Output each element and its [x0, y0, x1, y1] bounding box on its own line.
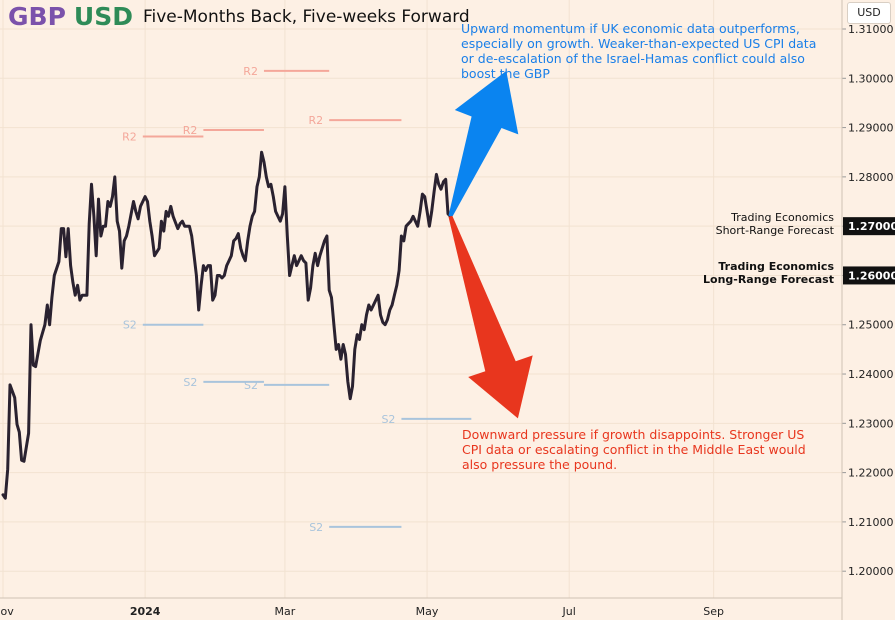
x-tick-label: Sep — [703, 605, 724, 618]
resistance-level-label: R2 — [122, 130, 137, 143]
price-line — [1, 150, 452, 500]
currency-button[interactable]: USD — [847, 2, 891, 24]
y-tick-label: 1.20000 — [848, 565, 894, 578]
long-range-forecast-badge — [843, 266, 895, 285]
long-range-forecast-line1: Trading Economics — [718, 260, 834, 273]
short-range-forecast-line1: Trading Economics — [731, 211, 834, 224]
price-series — [1, 150, 452, 500]
long-range-forecast-value: 1.26000 — [848, 269, 895, 282]
support-level-label: S2 — [183, 376, 197, 389]
forecast-arrow-up — [448, 70, 519, 218]
chart-grid — [0, 0, 842, 598]
y-tick-label: 1.24000 — [848, 368, 894, 381]
y-tick-label: 1.31000 — [848, 23, 894, 36]
chart-title: GBP USD Five-Months Back, Five-weeks Forwa… — [8, 2, 470, 31]
y-tick-label: 1.25000 — [848, 319, 894, 332]
y-axis: 1.20000 1.21000 1.22000 1.23000 1.24000 1.250… — [841, 0, 895, 620]
x-tick-label: Nov — [0, 605, 14, 618]
title-subtitle: Five-Months Back, Five-weeks Forward — [142, 7, 470, 27]
resistance-level-label: R2 — [183, 124, 198, 137]
short-range-forecast-label: Trading Economics Short-Range Forecast — [716, 211, 834, 237]
y-tick-label: 1.23000 — [848, 417, 894, 430]
title-base-currency: GBP — [8, 2, 66, 31]
short-range-forecast-badge — [843, 217, 895, 236]
support-level-label: S2 — [123, 319, 137, 332]
long-range-forecast-line2: Long-Range Forecast — [703, 273, 834, 286]
support-resistance-levels: R2 R2 R2 R2 S2 S2 S2 S2 S2 — [122, 65, 472, 534]
support-level-label: S2 — [381, 413, 395, 426]
short-range-forecast-value: 1.27000 — [848, 220, 895, 233]
short-range-forecast-line2: Short-Range Forecast — [715, 224, 834, 237]
long-range-forecast-label: Trading Economics Long-Range Forecast — [703, 260, 834, 286]
x-tick-label: 2024 — [130, 605, 161, 618]
y-tick-label: 1.30000 — [848, 72, 894, 85]
upside-annotation: Upward momentum if UK economic data outp… — [461, 21, 817, 81]
y-tick-label: 1.28000 — [848, 171, 894, 184]
forecast-arrow-down — [448, 215, 533, 419]
x-tick-label: May — [416, 605, 439, 618]
resistance-level-label: R2 — [243, 65, 258, 78]
y-tick-label: 1.29000 — [848, 122, 894, 135]
resistance-level-label: R2 — [309, 114, 324, 127]
support-level-label: S2 — [244, 379, 258, 392]
downside-annotation: Downward pressure if growth disappoints.… — [462, 427, 806, 472]
y-tick-label: 1.22000 — [848, 467, 894, 480]
support-level-label: S2 — [309, 521, 323, 534]
y-tick-label: 1.21000 — [848, 516, 894, 529]
forecast-arrows — [448, 70, 533, 419]
x-axis: Nov 2024 Mar May Jul Sep — [0, 597, 842, 618]
x-tick-label: Jul — [562, 605, 576, 618]
title-quote-currency: USD — [73, 2, 133, 31]
x-tick-label: Mar — [275, 605, 296, 618]
